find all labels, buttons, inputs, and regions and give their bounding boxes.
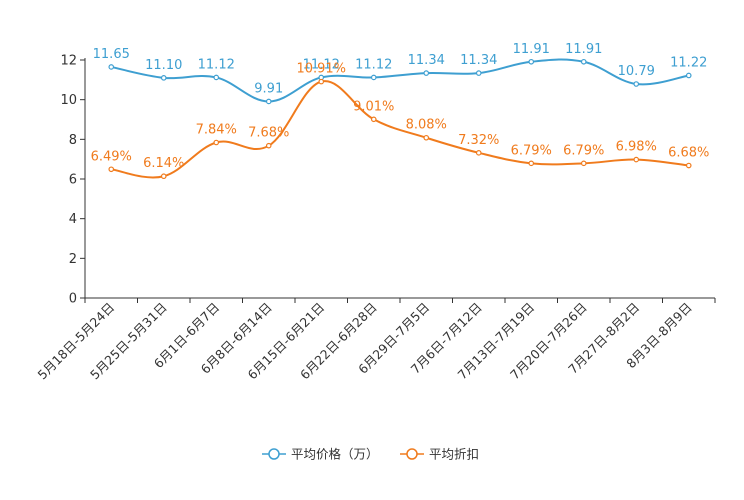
data-label: 11.91: [565, 42, 602, 57]
data-label: 11.34: [460, 53, 497, 68]
data-point: [528, 160, 535, 167]
data-point: [108, 64, 115, 70]
data-point: [423, 134, 430, 141]
data-point: [265, 142, 272, 149]
data-point: [685, 72, 692, 79]
y-tick-label: 8: [69, 133, 77, 148]
y-tick-label: 2: [69, 252, 77, 267]
data-point: [580, 160, 587, 167]
data-point: [633, 81, 640, 87]
data-label: 6.68%: [668, 146, 709, 161]
legend-label-1: 平均价格（万）: [291, 447, 379, 462]
data-point: [318, 78, 325, 85]
data-point: [475, 150, 482, 156]
data-label: 6.14%: [143, 156, 184, 171]
data-label: 11.10: [145, 58, 182, 73]
data-point: [213, 74, 220, 81]
data-point: [108, 166, 115, 173]
data-point: [265, 98, 272, 105]
data-label: 10.79: [618, 64, 655, 79]
data-label: 11.12: [355, 57, 392, 72]
data-label: 11.65: [93, 47, 130, 62]
data-label: 9.91: [254, 81, 283, 96]
data-label: 7.68%: [248, 126, 289, 141]
data-label: 9.01%: [353, 99, 394, 114]
data-point: [633, 156, 640, 163]
data-point: [370, 74, 377, 81]
series-line-1: [111, 58, 689, 103]
data-label: 11.12: [198, 57, 235, 72]
data-label: 11.91: [513, 42, 550, 57]
y-tick-label: 4: [69, 212, 77, 227]
data-label: 10.91%: [296, 62, 346, 77]
data-point: [423, 70, 430, 76]
data-point: [160, 75, 167, 81]
data-label: 7.84%: [196, 123, 237, 138]
y-tick-label: 6: [69, 173, 77, 188]
y-tick-label: 12: [60, 54, 77, 69]
data-label: 6.98%: [616, 140, 657, 155]
data-label: 11.34: [408, 53, 445, 68]
data-label: 6.79%: [511, 143, 552, 158]
data-label: 7.32%: [458, 133, 499, 148]
data-label: 11.22: [670, 55, 707, 70]
data-point: [528, 58, 535, 65]
legend-marker-2: [406, 448, 418, 460]
data-point: [685, 162, 692, 169]
data-label: 6.49%: [91, 149, 132, 164]
y-tick-label: 0: [69, 292, 77, 307]
data-point: [580, 58, 587, 65]
data-label: 6.79%: [563, 143, 604, 158]
data-point: [475, 70, 482, 76]
legend-label-2: 平均折扣: [429, 447, 479, 462]
data-point: [370, 116, 377, 123]
data-label: 8.08%: [406, 118, 447, 133]
data-point: [160, 173, 167, 180]
data-label: 11.12: [303, 57, 340, 72]
y-tick-label: 10: [60, 93, 77, 108]
data-point: [213, 139, 220, 146]
legend-marker-1: [268, 448, 280, 460]
